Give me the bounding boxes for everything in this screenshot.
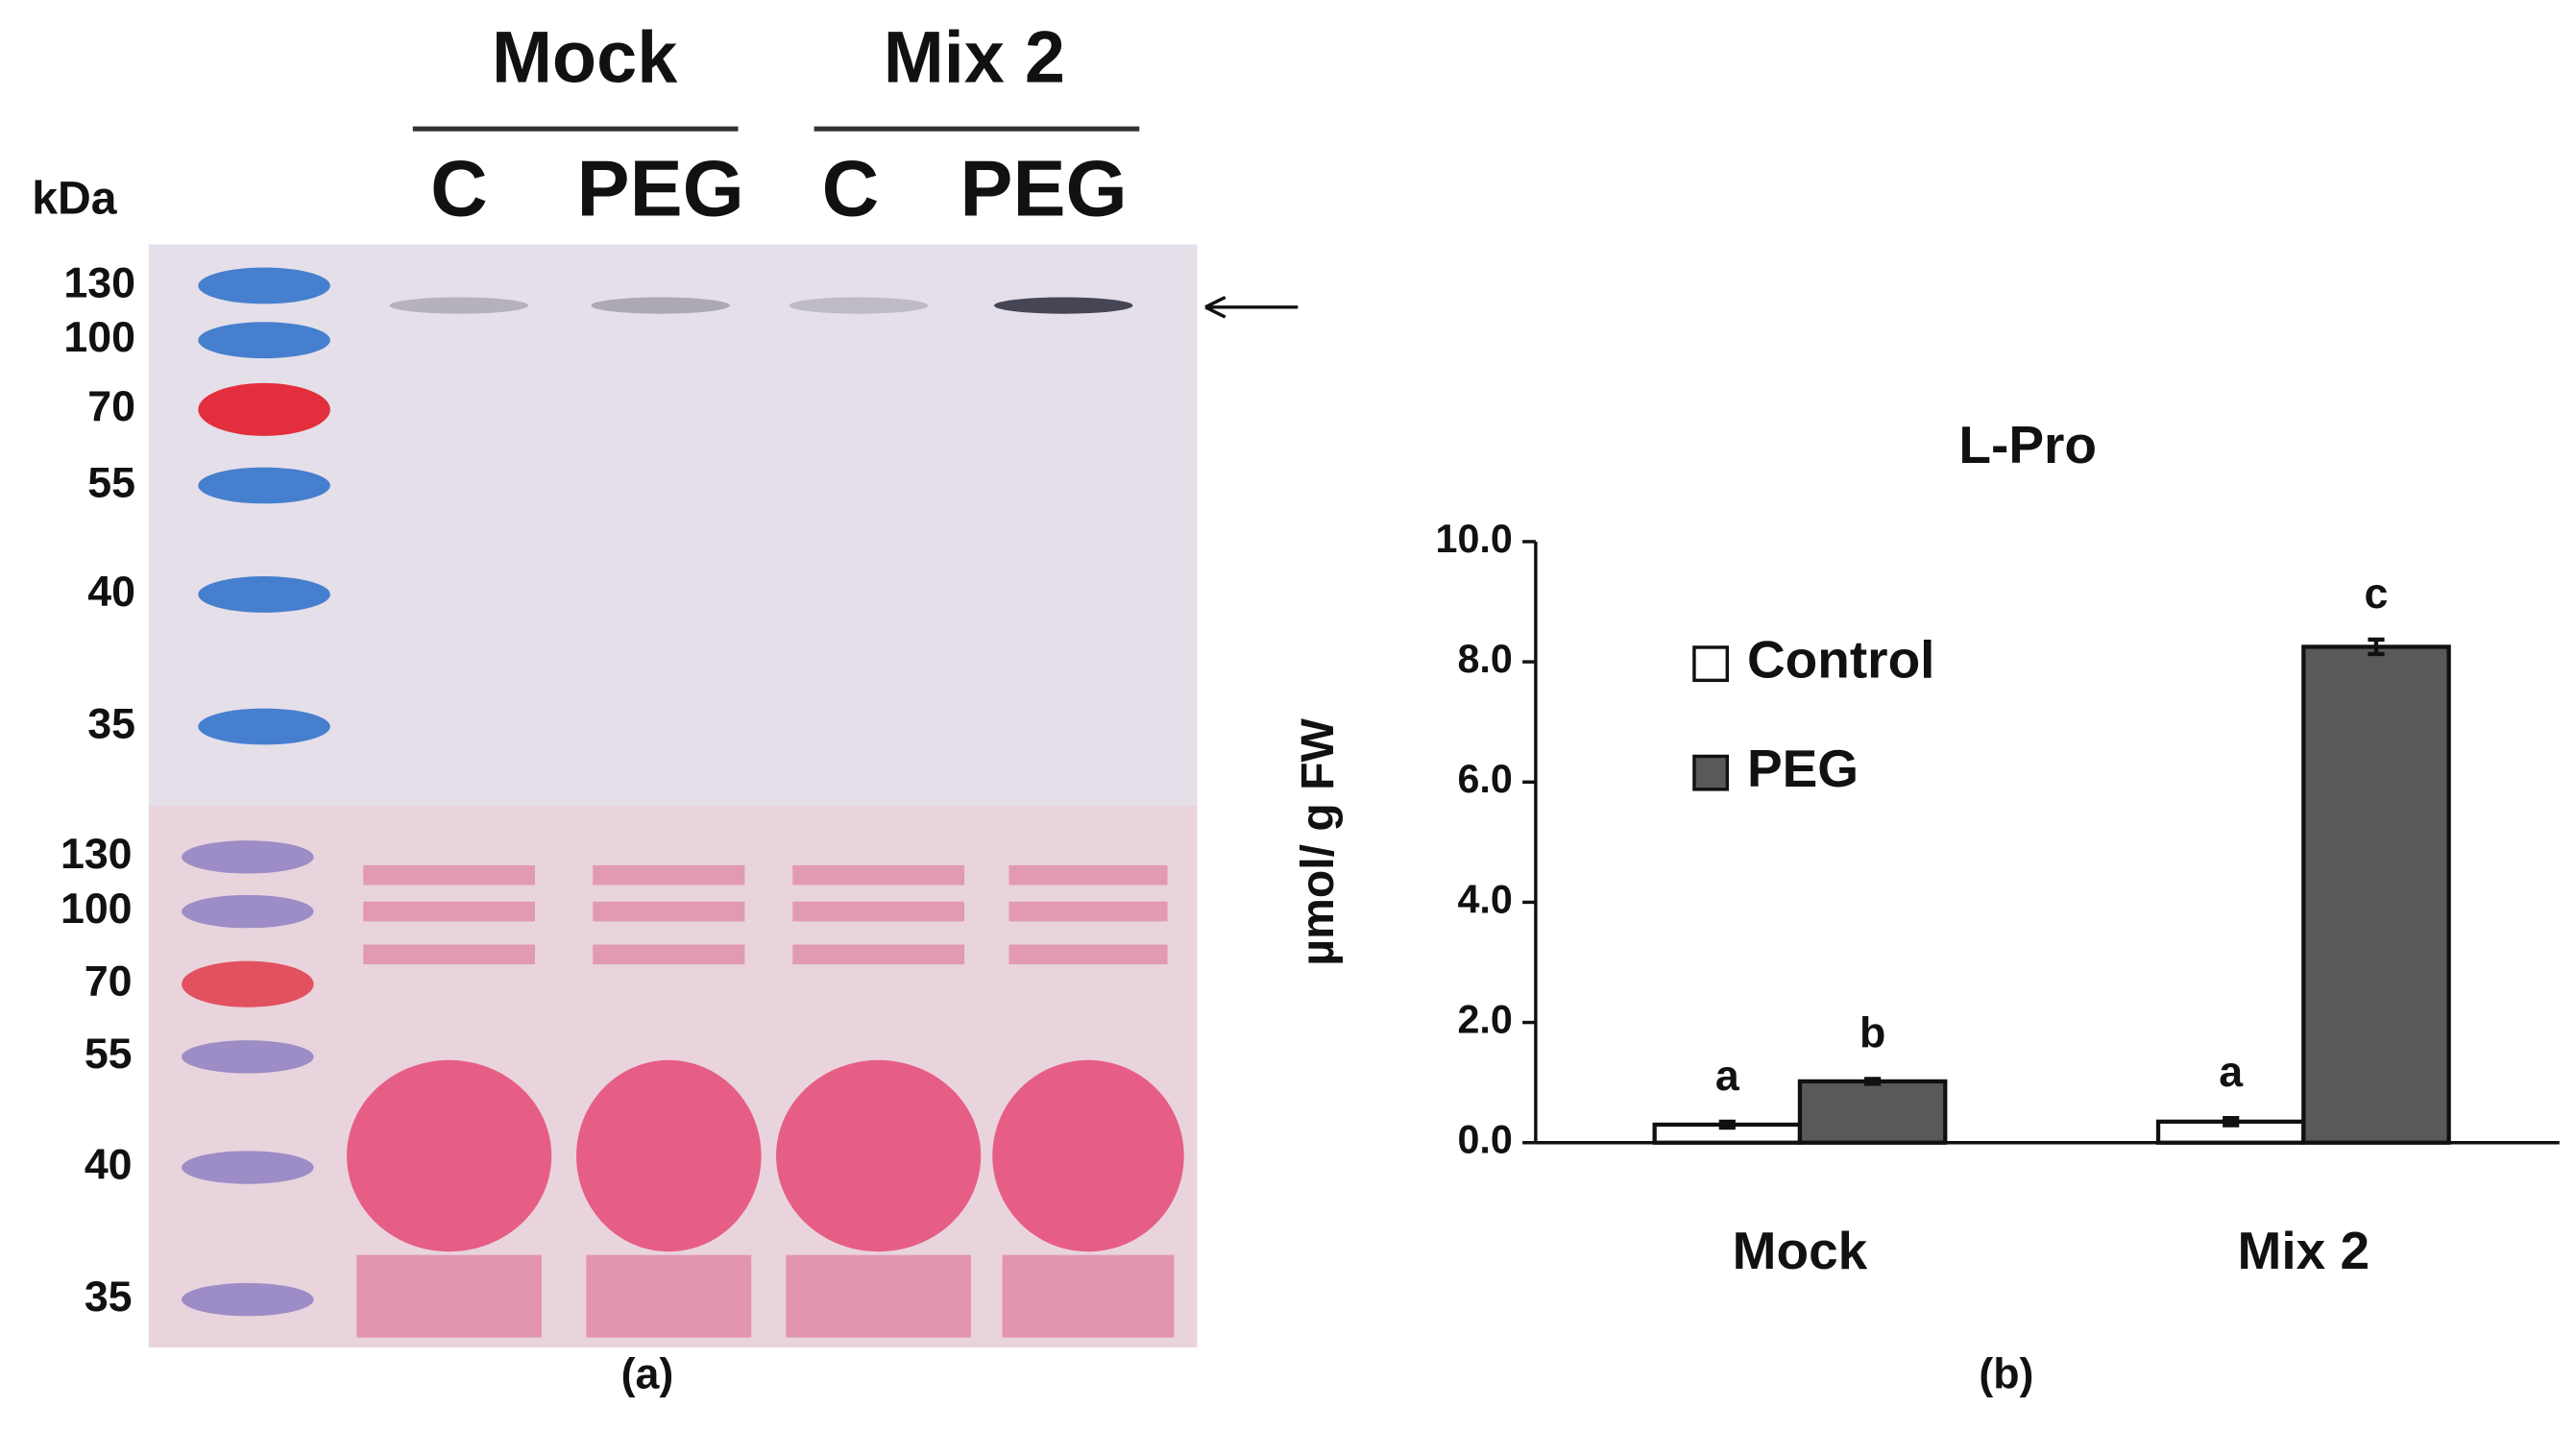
lane-label: PEG — [577, 145, 744, 233]
group-label: Mock — [492, 17, 678, 98]
marker-label: 40 — [87, 569, 135, 616]
legend-swatch — [1692, 645, 1730, 683]
ponceau-band — [1002, 1254, 1175, 1338]
marker-label: 100 — [63, 314, 135, 361]
ponceau-band — [1009, 944, 1168, 965]
marker-label: 70 — [87, 383, 135, 430]
marker-label: 130 — [63, 259, 135, 306]
significance-letter: c — [2365, 570, 2389, 618]
ladder-band — [182, 960, 314, 1007]
marker-label: 70 — [85, 959, 133, 1006]
ponceau-band — [363, 944, 536, 965]
caption: (b) — [1979, 1351, 2033, 1398]
ponceau-band — [786, 1254, 971, 1338]
x-tick-label: Mix 2 — [2238, 1221, 2370, 1280]
y-tick-label: 10.0 — [1436, 517, 1513, 561]
ponceau-band — [356, 1254, 542, 1338]
ponceau-band — [363, 864, 536, 886]
protein-band — [591, 297, 730, 314]
y-tick-label: 0.0 — [1457, 1118, 1512, 1162]
marker-label: 40 — [85, 1141, 133, 1188]
y-tick-label: 6.0 — [1457, 757, 1512, 801]
protein-band — [993, 297, 1133, 314]
ladder-band — [198, 382, 330, 436]
y-tick-label: 4.0 — [1457, 877, 1512, 921]
marker-label: 35 — [85, 1274, 133, 1321]
ponceau-band — [593, 864, 745, 886]
ladder-band — [198, 576, 330, 613]
ponceau-band — [792, 864, 965, 886]
significance-letter: a — [1715, 1053, 1740, 1100]
y-tick-label: 8.0 — [1457, 637, 1512, 681]
ladder-band — [182, 1282, 314, 1317]
lane-label: C — [822, 145, 880, 233]
marker-label: 100 — [61, 886, 133, 933]
ladder-band — [182, 840, 314, 874]
ladder-band — [198, 467, 330, 504]
marker-label: 130 — [61, 831, 133, 878]
unit-label: kDa — [32, 173, 118, 225]
lane-label: PEG — [960, 145, 1127, 233]
y-axis-label: µmol/ g FW — [1292, 717, 1344, 965]
caption: (a) — [621, 1351, 674, 1398]
ponceau-band — [593, 901, 745, 922]
ponceau-band — [776, 1059, 982, 1252]
chart-title: L-Pro — [1958, 415, 2097, 474]
ponceau-band — [792, 901, 965, 922]
arrow-head — [1204, 295, 1227, 319]
marker-label: 55 — [87, 459, 135, 506]
error-bar — [1718, 1119, 1736, 1130]
bar — [1797, 1079, 1948, 1145]
western-blot: Mock Mix 2 C PEG C PEG kDa (a) 130 100 70 5… — [32, 17, 1299, 1398]
ladder-band — [182, 894, 314, 929]
protein-band — [789, 297, 929, 314]
ladder-band — [198, 267, 330, 304]
error-bar — [1864, 1077, 1882, 1086]
error-bar — [2368, 637, 2385, 657]
group-label: Mix 2 — [884, 17, 1065, 98]
ladder-band — [182, 1151, 314, 1184]
ponceau-band — [586, 1254, 752, 1338]
ponceau-band — [347, 1059, 552, 1252]
marker-label: 35 — [87, 700, 135, 747]
protein-band — [389, 297, 529, 314]
significance-letter: b — [1859, 1010, 1885, 1057]
ladder-band — [198, 322, 330, 359]
legend-label: PEG — [1747, 739, 1859, 798]
significance-letter: a — [2219, 1049, 2244, 1096]
ponceau-band — [593, 944, 745, 965]
lane-label: C — [430, 145, 488, 233]
ponceau-band — [792, 944, 965, 965]
ponceau-band — [992, 1059, 1184, 1252]
y-tick-label: 2.0 — [1457, 997, 1512, 1041]
ladder-band — [198, 708, 330, 745]
ladder-band — [182, 1040, 314, 1074]
ponceau-band — [363, 901, 536, 922]
legend-label: Control — [1747, 630, 1935, 690]
error-bar — [2223, 1115, 2240, 1128]
legend-swatch — [1692, 754, 1730, 791]
bar — [2301, 644, 2451, 1145]
marker-label: 55 — [85, 1031, 133, 1078]
x-tick-label: Mock — [1733, 1221, 1868, 1280]
ponceau-band — [576, 1059, 762, 1252]
ponceau-band — [1009, 864, 1168, 886]
ponceau-band — [1009, 901, 1168, 922]
